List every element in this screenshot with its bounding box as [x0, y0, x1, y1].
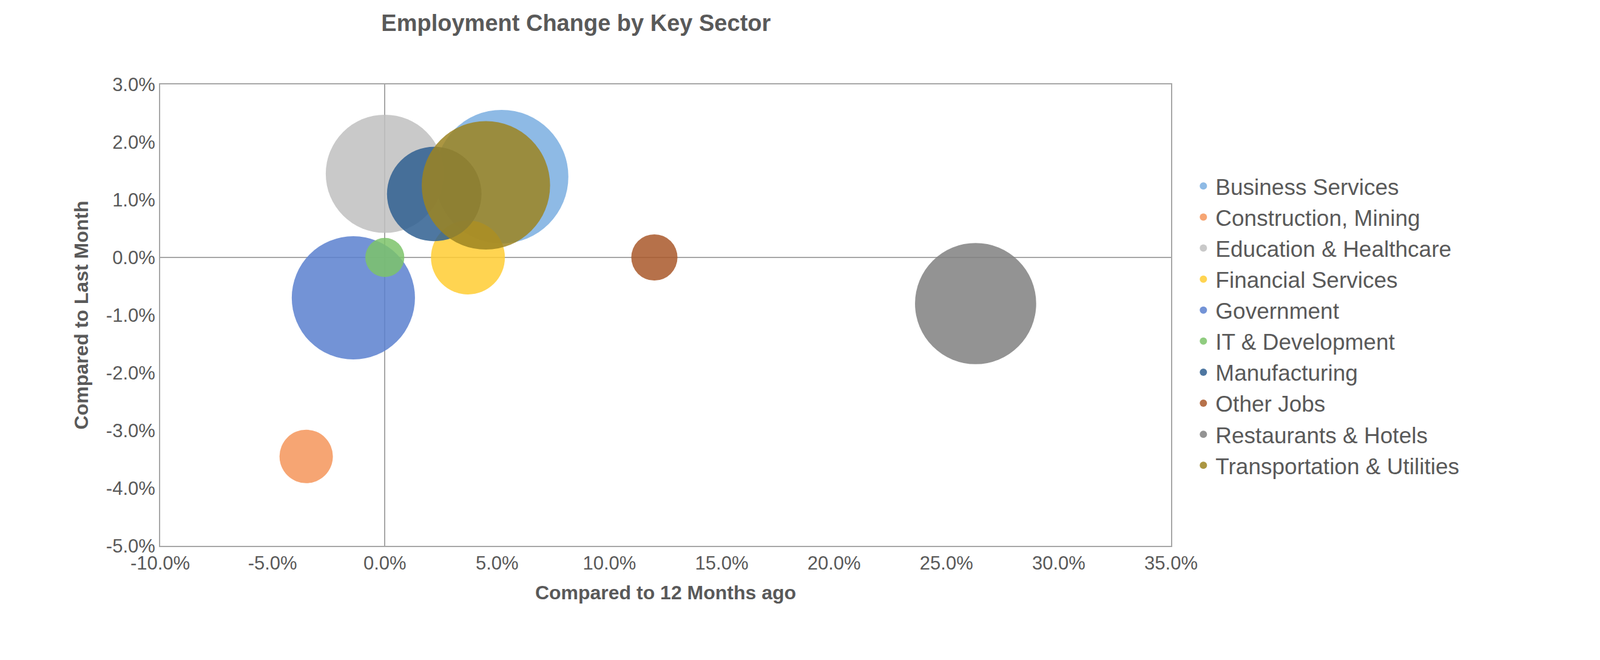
svg-text:2.0%: 2.0% [112, 131, 156, 153]
svg-text:5.0%: 5.0% [475, 552, 519, 574]
svg-text:Construction, Mining: Construction, Mining [1215, 205, 1420, 231]
svg-text:Manufacturing: Manufacturing [1215, 360, 1358, 386]
svg-text:0.0%: 0.0% [112, 246, 156, 269]
svg-text:-5.0%: -5.0% [248, 552, 298, 574]
svg-text:Education & Healthcare: Education & Healthcare [1215, 236, 1452, 262]
svg-text:-1.0%: -1.0% [106, 304, 156, 326]
svg-text:10.0%: 10.0% [582, 552, 636, 574]
svg-text:30.0%: 30.0% [1032, 552, 1086, 574]
svg-text:25.0%: 25.0% [919, 552, 974, 574]
svg-text:Financial Services: Financial Services [1215, 267, 1398, 293]
svg-text:-10.0%: -10.0% [130, 552, 190, 574]
svg-text:Other Jobs: Other Jobs [1215, 391, 1326, 417]
svg-text:Government: Government [1215, 298, 1340, 324]
svg-text:1.0%: 1.0% [112, 189, 156, 211]
svg-text:Compared to 12 Months ago: Compared to 12 Months ago [535, 581, 797, 604]
svg-text:-4.0%: -4.0% [106, 477, 156, 499]
svg-text:20.0%: 20.0% [807, 552, 861, 574]
svg-text:0.0%: 0.0% [363, 552, 407, 574]
svg-text:-5.0%: -5.0% [106, 535, 156, 557]
svg-text:35.0%: 35.0% [1144, 552, 1198, 574]
svg-text:Compared to Last Month: Compared to Last Month [70, 200, 93, 430]
svg-text:Transportation & Utilities: Transportation & Utilities [1215, 453, 1460, 479]
svg-text:Restaurants & Hotels: Restaurants & Hotels [1215, 422, 1428, 448]
svg-text:15.0%: 15.0% [695, 552, 749, 574]
svg-text:Employment Change by Key Secto: Employment Change by Key Sector [381, 10, 771, 36]
svg-text:IT & Development: IT & Development [1215, 329, 1395, 355]
svg-text:-3.0%: -3.0% [106, 419, 156, 442]
svg-text:-2.0%: -2.0% [106, 362, 156, 384]
svg-text:Business Services: Business Services [1215, 174, 1399, 200]
svg-text:3.0%: 3.0% [112, 74, 156, 96]
